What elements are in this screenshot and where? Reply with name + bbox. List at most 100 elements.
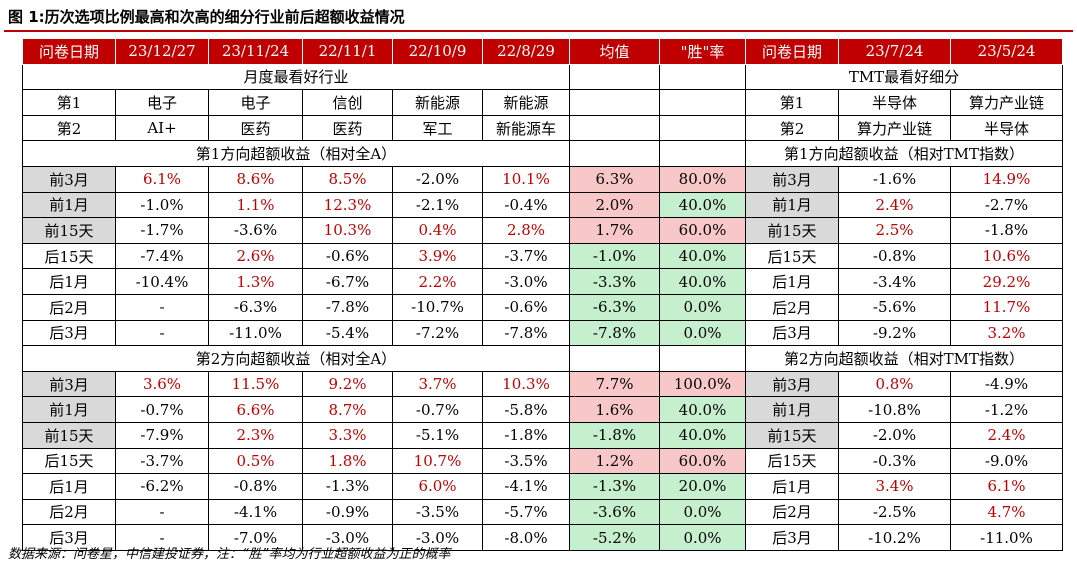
section-title-right: 第1方向超额收益（相对TMT指数） [745,140,1063,167]
period-label: 后1月 [745,473,839,500]
win-rate-cell: 40.0% [659,396,746,423]
period-label: 前1月 [745,191,839,219]
value-cell: 2.2% [392,268,483,295]
mean-cell: -5.2% [569,524,660,551]
period-label: 前1月 [22,191,116,219]
value-cell: 3.6% [115,370,209,398]
tmt-value-cell: 2.5% [838,217,951,244]
tmt-value-cell: -4.9% [950,370,1063,398]
header-cell: 问卷日期 [745,38,839,65]
value-cell: 8.7% [302,396,393,423]
data-row: 后2月 - -4.1% -0.9% -3.5% -5.7% -3.6% 0.0% 后2月 -2.5… [22,498,1063,526]
period-label: 后2月 [745,498,839,526]
data-row: 前1月 -0.7% 6.6% 8.7% -0.7% -5.8% 1.6% 40.0% 前1月 -1… [22,396,1063,423]
industry-cell: 军工 [392,114,483,142]
win-rate-cell: 20.0% [659,473,746,500]
empty-cell [569,114,660,142]
data-row: 前3月 3.6% 11.5% 9.2% 3.7% 10.3% 7.7% 100.0% 前3月 0.… [22,370,1063,398]
empty-cell [659,140,746,167]
tmt-value-cell: -10.2% [838,524,951,551]
data-row: 后15天 -3.7% 0.5% 1.8% 10.7% -3.5% 1.2% 60.0% 后15天… [22,447,1063,475]
win-rate-cell: 0.0% [659,293,746,321]
win-rate-cell: 40.0% [659,421,746,449]
win-rate-cell: 0.0% [659,319,746,347]
value-cell: -0.4% [482,191,570,219]
tmt-value-cell: -3.4% [838,268,951,295]
header-cell: 问卷日期 [22,38,116,65]
second-row: 第2 AI+ 医药 医药 军工 新能源车 第2 算力产业链 半导体 [22,114,1063,142]
period-label: 前3月 [745,165,839,193]
header-cell: 均值 [569,38,660,65]
data-row: 前15天 -7.9% 2.3% 3.3% -5.1% -1.8% -1.8% 40.0% 前15… [22,421,1063,449]
period-label: 后3月 [22,524,116,551]
excess-returns-table: 问卷日期 23/12/27 23/11/24 22/11/1 22/10/9 22/8/2… [22,38,1063,551]
header-cell: 22/8/29 [482,38,570,65]
win-rate-cell: 40.0% [659,191,746,219]
value-cell: -5.8% [482,396,570,423]
data-row: 前1月 -1.0% 1.1% 12.3% -2.1% -0.4% 2.0% 40.0% 前1月 2… [22,191,1063,219]
data-row: 后2月 - -6.3% -7.8% -10.7% -0.6% -6.3% 0.0% 后2月 -5.… [22,293,1063,321]
mean-cell: -1.3% [569,473,660,500]
section-title-left: 第2方向超额收益（相对全A） [22,345,570,372]
period-label: 前1月 [745,396,839,423]
value-cell: 1.8% [302,447,393,475]
industry-cell: 电子 [208,89,303,116]
rank-label: 第1 [745,89,839,116]
industry-cell: 新能源 [392,89,483,116]
value-cell: 6.0% [392,473,483,500]
empty-cell [569,140,660,167]
tmt-value-cell: -1.6% [838,165,951,193]
period-label: 后1月 [22,268,116,295]
source-note: 数据来源：问卷星，中信建投证券，注：“胜”率均为行业超额收益为正的概率 [8,547,451,562]
value-cell: -7.4% [115,242,209,270]
value-cell: -7.8% [482,319,570,347]
value-cell: 2.3% [208,421,303,449]
value-cell: -1.0% [115,191,209,219]
win-rate-cell: 60.0% [659,447,746,475]
tmt-value-cell: 2.4% [838,191,951,219]
mean-cell: -3.3% [569,268,660,295]
mean-cell: -1.8% [569,421,660,449]
value-cell: -8.0% [482,524,570,551]
win-rate-cell: 60.0% [659,217,746,244]
value-cell: -0.7% [392,396,483,423]
tmt-value-cell: -9.0% [950,447,1063,475]
header-cell: 23/12/27 [115,38,209,65]
value-cell: -3.5% [392,498,483,526]
value-cell: -3.0% [392,524,483,551]
value-cell: - [115,524,209,551]
industry-cell: 新能源 [482,89,570,116]
value-cell: -0.7% [115,396,209,423]
period-label: 后15天 [745,447,839,475]
tmt-value-cell: -0.3% [838,447,951,475]
value-cell: -3.0% [482,268,570,295]
period-label: 后3月 [22,319,116,347]
industry-cell: 电子 [115,89,209,116]
period-label: 前15天 [745,217,839,244]
period-label: 后3月 [745,524,839,551]
period-label: 后15天 [22,447,116,475]
empty-cell [569,345,660,372]
section-title-right: 第2方向超额收益（相对TMT指数） [745,345,1063,372]
tmt-value-cell: 4.7% [950,498,1063,526]
header-cell: 22/10/9 [392,38,483,65]
industry-cell: 信创 [302,89,393,116]
group-title-row: 月度最看好行业 TMT最看好细分 [22,63,1063,91]
industry-cell: 医药 [208,114,303,142]
tmt-value-cell: 3.4% [838,473,951,500]
empty-cell [659,114,746,142]
tmt-value-cell: 2.4% [950,421,1063,449]
period-label: 前15天 [22,421,116,449]
tmt-value-cell: 0.8% [838,370,951,398]
period-label: 后2月 [745,293,839,321]
mean-cell: -1.0% [569,242,660,270]
header-cell: 23/7/24 [838,38,951,65]
value-cell: -5.1% [392,421,483,449]
tmt-value-cell: -10.8% [838,396,951,423]
value-cell: -3.0% [302,524,393,551]
value-cell: -6.7% [302,268,393,295]
value-cell: 3.3% [302,421,393,449]
section-title-row: 第2方向超额收益（相对全A） 第2方向超额收益（相对TMT指数） [22,345,1063,372]
header-row: 问卷日期 23/12/27 23/11/24 22/11/1 22/10/9 22/8/2… [22,38,1063,65]
tmt-value-cell: -9.2% [838,319,951,347]
